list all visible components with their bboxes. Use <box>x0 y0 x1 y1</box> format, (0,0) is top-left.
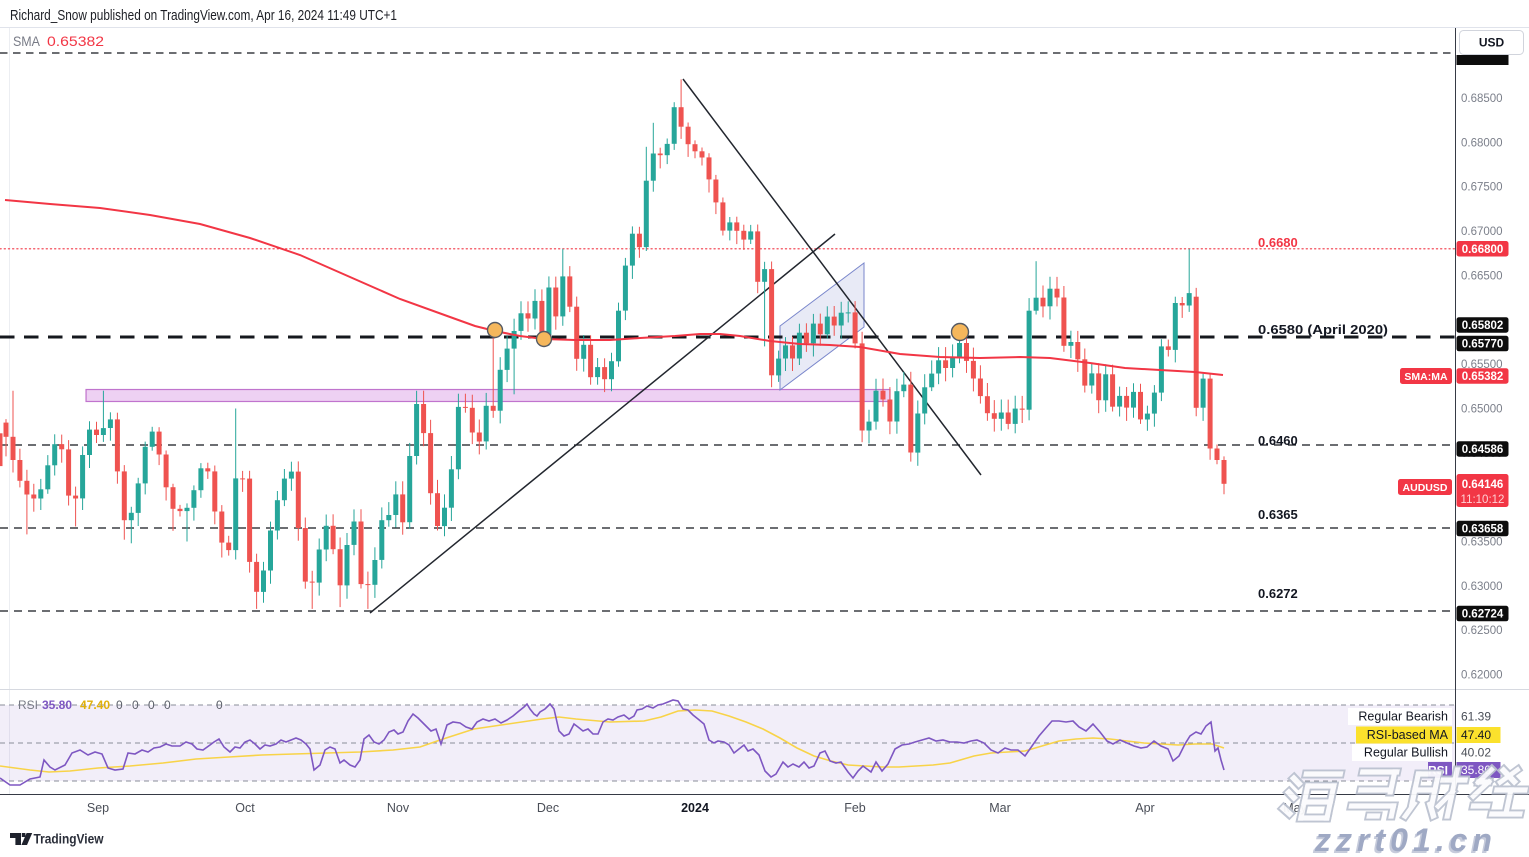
svg-text:0.6580 (April 2020): 0.6580 (April 2020) <box>1258 322 1388 337</box>
svg-text:Nov: Nov <box>387 801 410 815</box>
svg-text:0.65770: 0.65770 <box>1462 339 1504 351</box>
svg-text:0: 0 <box>216 698 223 712</box>
svg-text:Mar: Mar <box>989 801 1011 815</box>
svg-text:47.40: 47.40 <box>80 698 110 712</box>
svg-text:0.6365: 0.6365 <box>1258 507 1298 522</box>
svg-text:zzrt01.cn: zzrt01.cn <box>1314 822 1497 857</box>
svg-text:Apr: Apr <box>1135 801 1154 815</box>
svg-text:RSI: RSI <box>18 698 38 712</box>
svg-text:0.66500: 0.66500 <box>1461 270 1503 282</box>
svg-text:0.66800: 0.66800 <box>1462 244 1504 256</box>
svg-text:0: 0 <box>132 698 139 712</box>
svg-text:0: 0 <box>116 698 123 712</box>
svg-text:0.62000: 0.62000 <box>1461 670 1503 682</box>
svg-text:0.62724: 0.62724 <box>1462 609 1504 621</box>
svg-text:40.02: 40.02 <box>1461 746 1491 760</box>
svg-text:0: 0 <box>148 698 155 712</box>
svg-text:Regular Bullish: Regular Bullish <box>1364 746 1448 760</box>
svg-text:35.80: 35.80 <box>42 698 72 712</box>
svg-text:0.67000: 0.67000 <box>1461 226 1503 238</box>
svg-text:AUDUSD: AUDUSD <box>1403 482 1448 494</box>
svg-text:RSI-based MA: RSI-based MA <box>1367 728 1449 742</box>
svg-text:47.40: 47.40 <box>1461 728 1491 742</box>
svg-text:SMA: SMA <box>13 33 41 49</box>
svg-text:0.63658: 0.63658 <box>1462 524 1504 536</box>
svg-text:0.6680: 0.6680 <box>1258 235 1298 250</box>
svg-text:0.65802: 0.65802 <box>1462 320 1504 332</box>
svg-text:Richard_Snow published on Trad: Richard_Snow published on TradingView.co… <box>10 7 397 24</box>
svg-text:TradingView: TradingView <box>34 832 104 847</box>
svg-text:0.6460: 0.6460 <box>1258 433 1298 448</box>
svg-text:0.6272: 0.6272 <box>1258 586 1298 601</box>
svg-text:0.65382: 0.65382 <box>47 33 104 49</box>
svg-text:0.65500: 0.65500 <box>1461 359 1503 371</box>
svg-text:0.62500: 0.62500 <box>1461 625 1503 637</box>
svg-text:USD: USD <box>1479 36 1505 50</box>
svg-text:0.65382: 0.65382 <box>1462 371 1504 383</box>
svg-text:61.39: 61.39 <box>1461 710 1491 724</box>
svg-text:0: 0 <box>164 698 171 712</box>
svg-text:0.67500: 0.67500 <box>1461 182 1503 194</box>
svg-text:Regular Bearish: Regular Bearish <box>1358 710 1448 724</box>
svg-text:0.65000: 0.65000 <box>1461 403 1503 415</box>
svg-text:Dec: Dec <box>537 801 559 815</box>
svg-text:0.64146: 0.64146 <box>1462 479 1504 491</box>
svg-text:Sep: Sep <box>87 801 109 815</box>
svg-text:0.68000: 0.68000 <box>1461 137 1503 149</box>
svg-text:0.68500: 0.68500 <box>1461 93 1503 105</box>
svg-text:Oct: Oct <box>235 801 255 815</box>
svg-text:0.63500: 0.63500 <box>1461 537 1503 549</box>
svg-text:0.64586: 0.64586 <box>1462 444 1504 456</box>
svg-text:SMA:MA: SMA:MA <box>1404 371 1448 383</box>
svg-text:11:10:12: 11:10:12 <box>1461 494 1505 506</box>
svg-text:2024: 2024 <box>681 801 709 815</box>
svg-text:zzrt01.cn: zzrt01.cn <box>1312 824 1495 857</box>
svg-text:0.63000: 0.63000 <box>1461 581 1503 593</box>
svg-text:Feb: Feb <box>844 801 866 815</box>
